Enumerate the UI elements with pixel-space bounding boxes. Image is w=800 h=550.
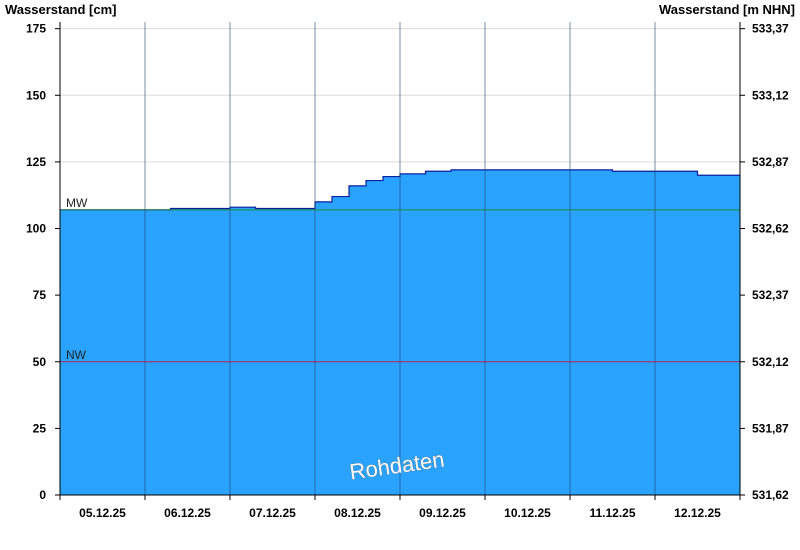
y-tick-label: 125 (26, 155, 46, 169)
reference-lines: MW NW (60, 196, 740, 363)
x-tick-label: 09.12.25 (419, 506, 466, 520)
y-tick-label: 175 (26, 22, 46, 36)
axes (55, 22, 745, 500)
y-tick-label-right: 532,37 (752, 288, 789, 302)
y-tick-label: 0 (39, 488, 46, 502)
y-tick-label-right: 531,62 (752, 488, 789, 502)
x-tick-label: 11.12.25 (589, 506, 635, 520)
x-tick-label: 05.12.25 (79, 506, 126, 520)
left-axis-title: Wasserstand [cm] (5, 2, 117, 17)
x-tick-label: 12.12.25 (674, 506, 721, 520)
x-tick-label: 10.12.25 (504, 506, 551, 520)
y-tick-label: 150 (26, 88, 46, 102)
y-tick-label: 100 (26, 222, 46, 236)
y-tick-label-right: 532,87 (752, 155, 789, 169)
y-tick-label-right: 531,87 (752, 421, 789, 435)
y-tick-label-right: 532,12 (752, 355, 789, 369)
water-level-line (60, 169, 740, 211)
y-tick-label-right: 532,62 (752, 222, 789, 236)
x-tick-label: 06.12.25 (164, 506, 211, 520)
tick-labels: 0 531,62 25 531,87 50 532,12 75 532,37 100 532,62… (26, 22, 789, 520)
reference-label: MW (66, 196, 88, 210)
reference-label: NW (66, 348, 87, 362)
x-tick-label: 08.12.25 (334, 506, 381, 520)
x-tick-label: 07.12.25 (249, 506, 296, 520)
right-axis-title: Wasserstand [m NHN] (659, 2, 795, 17)
y-tick-label: 75 (33, 288, 47, 302)
y-tick-label-right: 533,12 (752, 88, 789, 102)
y-tick-label: 25 (33, 421, 47, 435)
y-tick-label-right: 533,37 (752, 22, 789, 36)
y-tick-label: 50 (33, 355, 47, 369)
day-separators (144, 22, 656, 495)
